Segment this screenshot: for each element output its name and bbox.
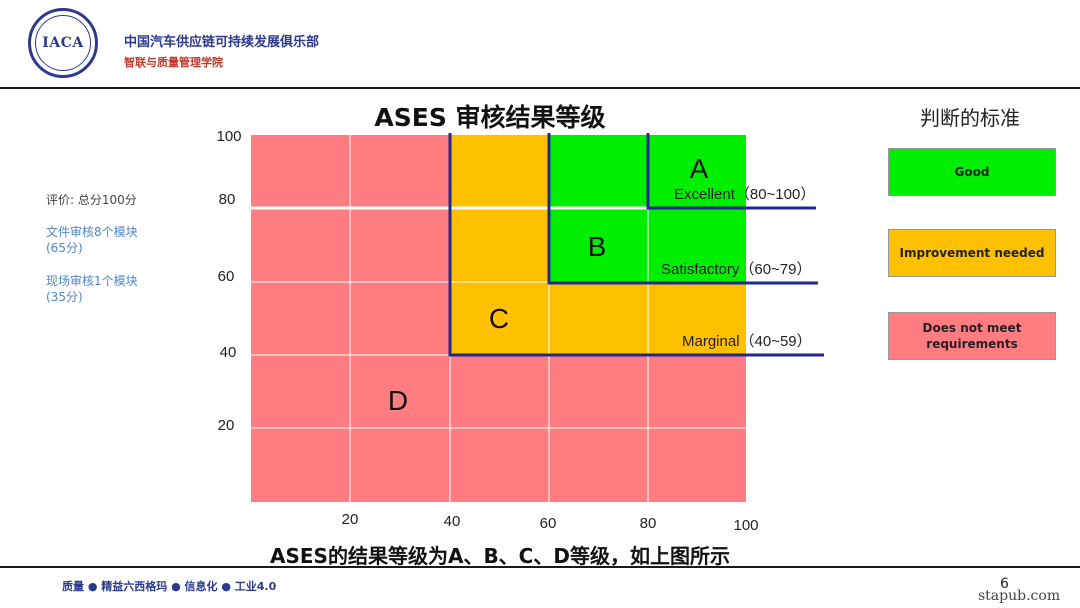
footer-divider [0, 566, 1080, 568]
y-tick-label: 100 [216, 128, 241, 145]
org-subname: 智联与质量管理学院 [124, 56, 223, 69]
zone-label-satisfactory: Satisfactory（60~79） [661, 261, 812, 278]
legend-good: Good [888, 148, 1056, 196]
x-tick-label: 20 [342, 511, 359, 528]
logo-text: IACA [42, 35, 84, 51]
zone-letter-d: D [388, 385, 408, 416]
x-tick-label: 40 [444, 513, 461, 530]
y-tick-label: 80 [219, 191, 236, 208]
legend-not-meet-label: Does not meet requirements [922, 321, 1022, 351]
criteria-title: 判断的标准 [920, 106, 1020, 130]
doc-audit-note: 文件审核8个模块 (65分) [46, 224, 138, 256]
x-tick-label: 80 [640, 515, 657, 532]
logo-seal: IACA [35, 15, 91, 71]
y-tick-label: 60 [218, 268, 235, 285]
boundary-c [448, 133, 824, 357]
doc-audit-line1: 文件审核8个模块 [46, 225, 138, 239]
site-audit-line2: (35分) [46, 290, 83, 304]
zone-letter-b: B [588, 231, 607, 262]
watermark: stapub.com [978, 588, 1061, 604]
slide-caption: ASES的结果等级为A、B、C、D等级，如上图所示 [270, 544, 730, 568]
zone-label-marginal: Marginal（40~59） [682, 333, 812, 350]
zone-letter-c: C [489, 303, 509, 334]
footer-tagline: 质量 ● 精益六西格玛 ● 信息化 ● 工业4.0 [62, 580, 277, 593]
boundary-b [547, 133, 818, 285]
x-tick-label: 60 [540, 515, 557, 532]
slide-title: ASES 审核结果等级 [374, 103, 606, 132]
x-tick-label: 100 [733, 517, 758, 534]
legend-improvement-label: Improvement needed [899, 246, 1045, 260]
legend-not-meet: Does not meet requirements [888, 312, 1056, 360]
iaca-logo: IACA [28, 8, 98, 78]
zone-letter-a: A [690, 153, 709, 184]
zone-label-excellent: Excellent（80~100） [674, 186, 815, 203]
grade-boundaries [448, 133, 824, 357]
doc-audit-line2: (65分) [46, 241, 83, 255]
header-divider [0, 87, 1080, 89]
legend-improvement: Improvement needed [888, 229, 1056, 277]
legend-good-label: Good [954, 165, 990, 179]
y-tick-label: 40 [220, 344, 237, 361]
site-audit-note: 现场审核1个模块 (35分) [46, 273, 138, 305]
site-audit-line1: 现场审核1个模块 [46, 274, 138, 288]
y-tick-label: 20 [218, 417, 235, 434]
page-number: 6 [1000, 576, 1009, 592]
score-note: 评价: 总分100分 [46, 193, 137, 207]
org-name: 中国汽车供应链可持续发展俱乐部 [124, 35, 320, 50]
boundary-a [646, 133, 816, 210]
